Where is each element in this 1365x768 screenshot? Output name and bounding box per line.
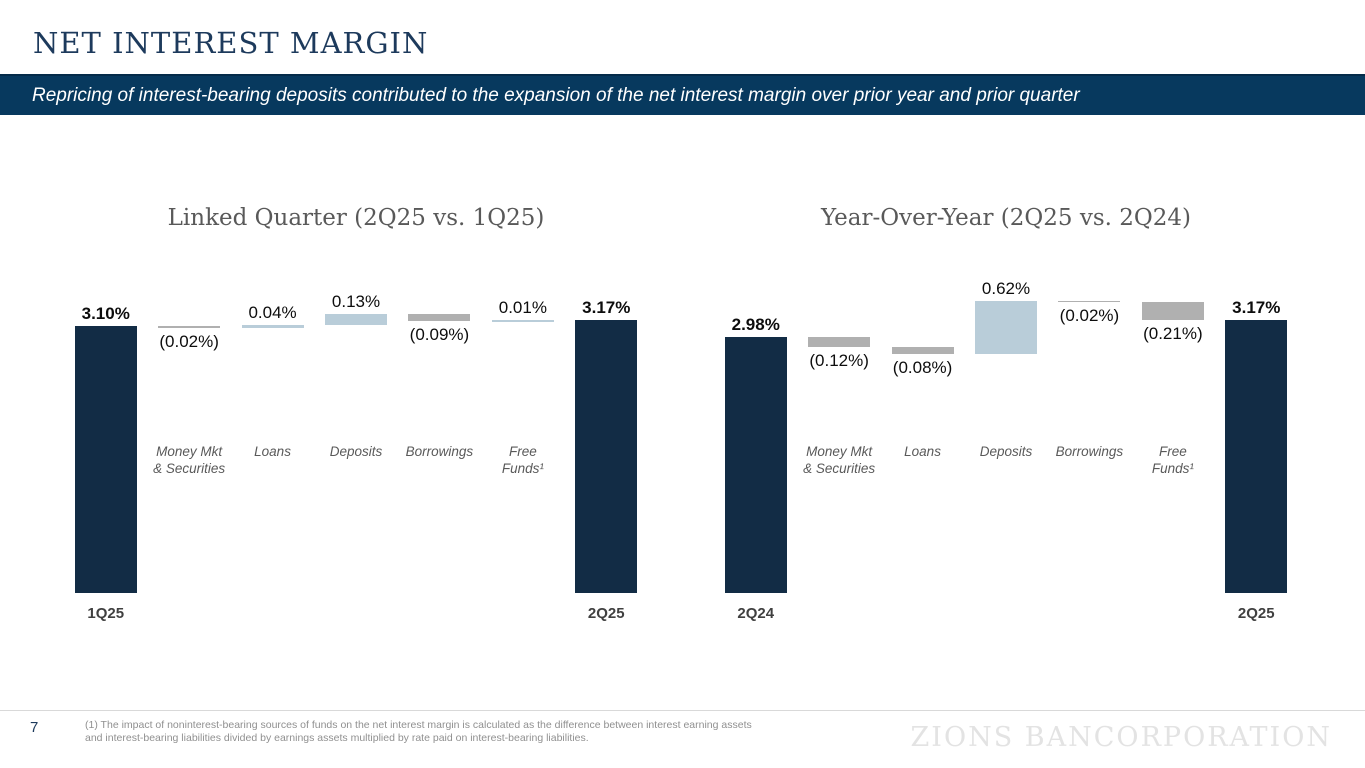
bar-value-label: (0.21%) [1143,324,1203,344]
waterfall-bar-deposits [325,313,387,325]
axis-label: 1Q25 [87,605,125,622]
waterfall-bar-borrowings [1058,300,1121,303]
waterfall-bar-loans [891,347,954,354]
chart-year-over-year: Year-Over-Year (2Q25 vs. 2Q24) 2.98% 2Q24… [714,195,1298,645]
chart-linked-quarter: Linked Quarter (2Q25 vs. 1Q25) 3.10% 1Q25… [64,195,648,645]
bar-value-label: (0.02%) [159,332,219,352]
page-title: NET INTEREST MARGIN [33,26,429,60]
waterfall-bar-1q25 [74,326,137,593]
chart-title: Linked Quarter (2Q25 vs. 1Q25) [167,205,545,231]
bar-value-label: 0.62% [981,278,1031,298]
waterfall-bar-borrowings [408,313,471,322]
waterfall-plot: 2.98% 2Q24 (0.12%) Money Mkt & Securities (0.… [714,195,1298,645]
company-logo: ZIONS BANCORPORATION [910,722,1332,753]
bar-value-label: (0.02%) [1059,306,1120,326]
category-label: Money Mkt & Securities [803,444,876,476]
bar-value-label: (0.12%) [809,351,869,371]
bar-value-label: 0.01% [498,298,547,318]
category-label: Deposits [979,444,1033,459]
subtitle-banner: Repricing of interest-bearing deposits c… [0,74,1365,115]
waterfall-bar-2q24 [724,336,787,593]
category-label: Free Funds¹ [501,444,544,476]
bar-value-label: 3.10% [81,304,130,324]
waterfall-bar-loans [241,324,304,329]
waterfall-bar-free-funds- [1141,302,1204,321]
page-number: 7 [30,719,39,736]
category-label: Borrowings [405,444,474,459]
bar-value-label: (0.08%) [892,357,953,377]
bar-value-label: 3.17% [582,298,631,318]
waterfall-bar-2q25 [1225,320,1288,593]
subtitle-text: Repricing of interest-bearing deposits c… [32,84,1080,106]
chart-title: Year-Over-Year (2Q25 vs. 2Q24) [821,205,1191,231]
waterfall-bar-money-mkt-securities [808,336,871,348]
category-label: Free Funds¹ [1151,444,1194,476]
category-label: Deposits [329,444,383,459]
footnote: (1) The impact of noninterest-bearing so… [85,719,845,745]
category-label: Borrowings [1055,444,1124,459]
bar-value-label: 3.17% [1232,298,1281,318]
category-label: Money Mkt & Securities [153,444,226,476]
axis-label: 2Q25 [587,605,625,622]
footnote-line-1: (1) The impact of noninterest-bearing so… [85,719,752,731]
bar-value-label: 2.98% [731,314,780,334]
footer-divider [0,710,1365,711]
axis-label: 2Q24 [737,605,775,622]
category-label: Loans [254,444,291,459]
waterfall-plot: 3.10% 1Q25 (0.02%) Money Mkt & Securities 0.0… [64,195,648,645]
footnote-line-2: and interest-bearing liabilities divided… [85,732,589,744]
category-label: Loans [904,444,941,459]
bar-value-label: 0.04% [248,302,297,322]
bar-value-label: 0.13% [331,291,381,311]
waterfall-bar-deposits [975,300,1037,354]
waterfall-bar-money-mkt-securities [158,326,221,329]
waterfall-bar-free-funds- [491,320,554,322]
waterfall-bar-2q25 [575,320,638,593]
axis-label: 2Q25 [1237,605,1275,622]
bar-value-label: (0.09%) [409,325,470,345]
